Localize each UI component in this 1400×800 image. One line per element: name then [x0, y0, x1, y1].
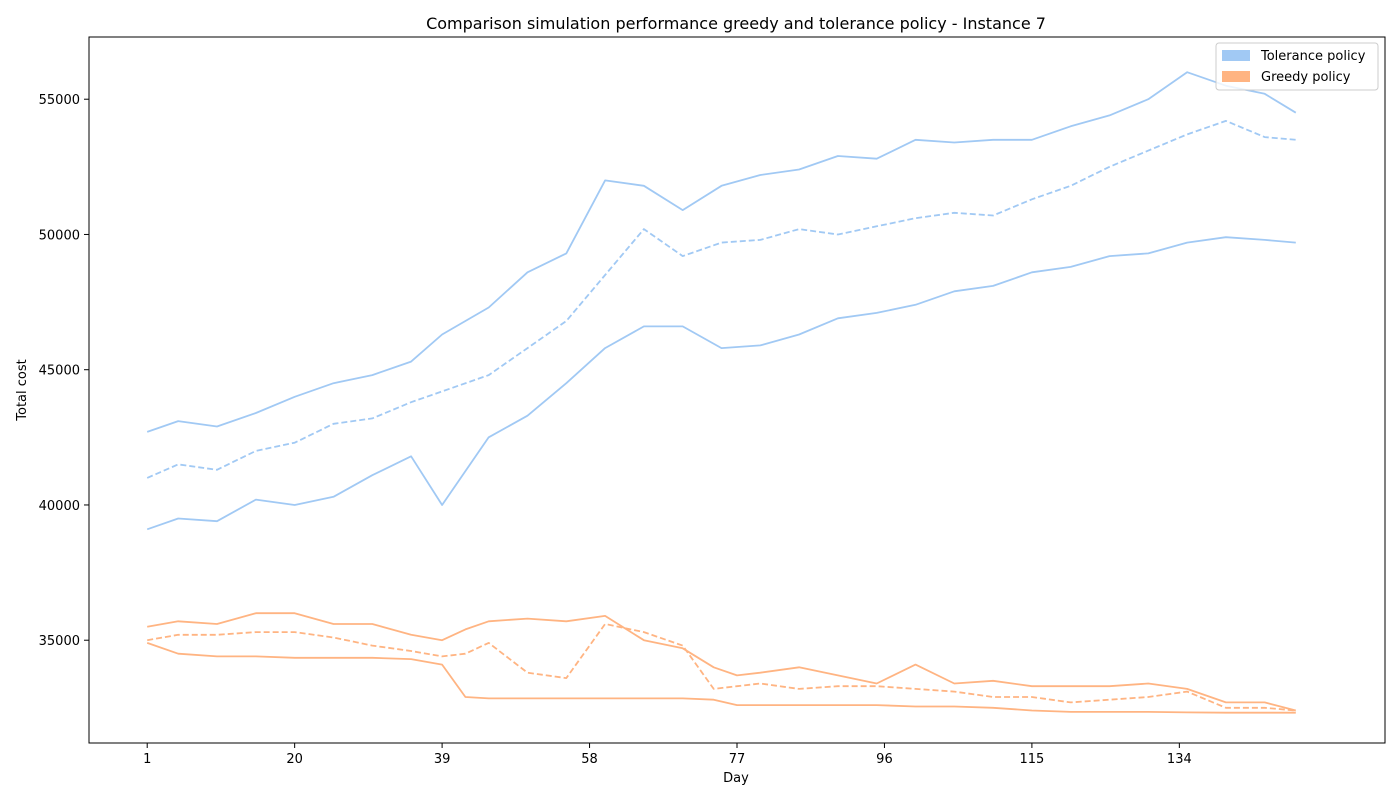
- y-tick-label: 50000: [39, 228, 80, 243]
- legend-box: [1215, 42, 1379, 91]
- x-tick-label: 115: [1019, 752, 1044, 767]
- y-tick-label: 35000: [39, 634, 80, 649]
- series-layer: [146, 71, 1297, 714]
- x-tick-label: 1: [143, 752, 151, 767]
- plot-frame: [88, 36, 1386, 744]
- y-axis-label: Total cost: [15, 359, 30, 421]
- x-tick-label: 20: [286, 752, 303, 767]
- x-tick-label: 39: [434, 752, 451, 767]
- x-tick-label: 96: [876, 752, 893, 767]
- x-axis-label: Day: [723, 771, 749, 786]
- greedy-upper-line: [147, 612, 1297, 712]
- tolerance-mean-line: [146, 120, 1296, 479]
- legend-swatch-tolerance: [1222, 50, 1250, 61]
- x-tick-label: 134: [1167, 752, 1192, 767]
- chart-title: Comparison simulation performance greedy…: [426, 14, 1046, 33]
- legend-swatch-greedy: [1222, 71, 1250, 82]
- greedy-mean-line: [147, 623, 1296, 712]
- legend-label-greedy: Greedy policy: [1261, 70, 1351, 85]
- tolerance-upper-line: [146, 71, 1297, 433]
- greedy-lower-line: [146, 642, 1296, 714]
- y-tick-label: 55000: [39, 93, 80, 108]
- ticks-layer: 1 20 39 58 77 96 115 134 35000 40000 45000 50000 550…: [39, 93, 1192, 767]
- tolerance-lower-line: [146, 236, 1296, 531]
- legend: Tolerance policy Greedy policy: [1215, 42, 1379, 91]
- y-tick-label: 40000: [39, 499, 80, 514]
- y-tick-label: 45000: [39, 364, 80, 379]
- x-tick-label: 77: [729, 752, 746, 767]
- x-tick-label: 58: [581, 752, 598, 767]
- legend-label-tolerance: Tolerance policy: [1260, 49, 1366, 64]
